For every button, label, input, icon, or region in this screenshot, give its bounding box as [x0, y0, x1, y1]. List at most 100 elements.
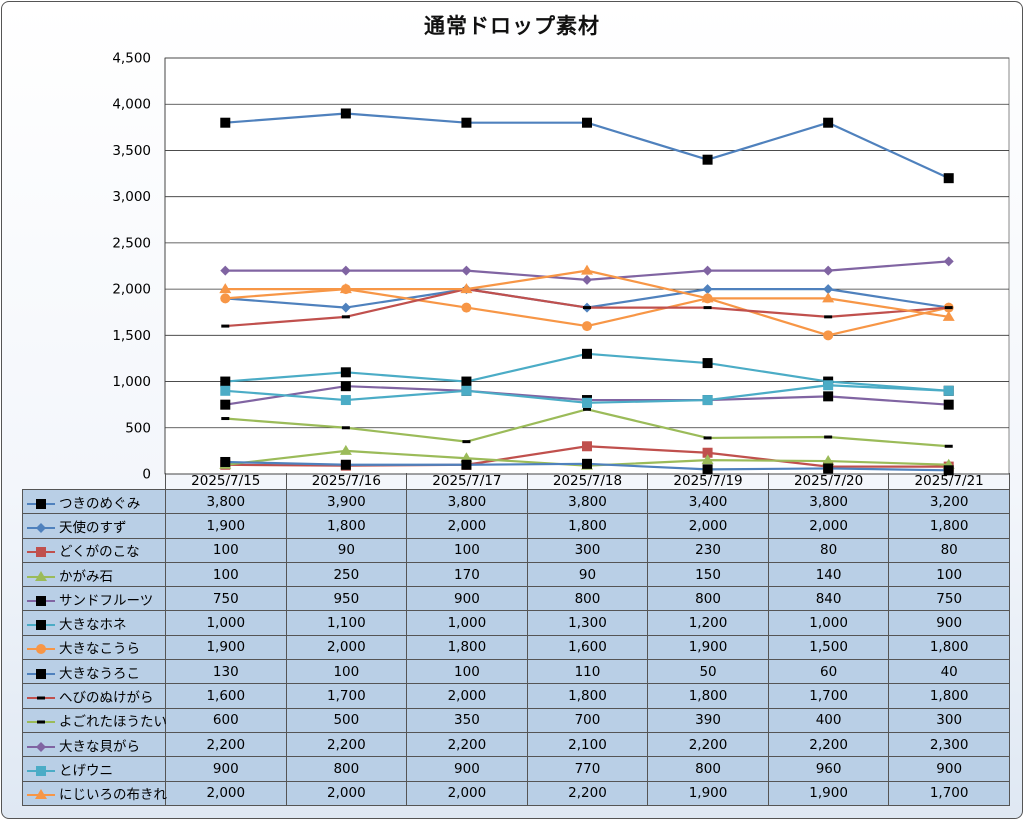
- legend-key: [27, 570, 55, 581]
- legend-entry: 大きな貝がら: [22, 731, 166, 758]
- table-row: サンドフルーツ 750 950 900 800 800 840 750: [22, 586, 1010, 612]
- point-marker: [581, 264, 593, 275]
- point-marker: [36, 644, 46, 655]
- data-label: 800: [285, 756, 408, 782]
- data-table: 2025/7/15 2025/7/16 2025/7/17 2025/7/18 2025…: [22, 473, 1010, 806]
- point-marker: [339, 283, 352, 294]
- table-row: 大きな貝がら 2,200 2,200 2,200 2,100 2,200 2,200 2,30…: [22, 731, 1010, 758]
- point-marker: [703, 436, 712, 440]
- y-tick-label: 4,000: [112, 97, 151, 113]
- data-label: 100: [406, 659, 528, 685]
- data-label: 1,700: [767, 683, 890, 709]
- legend-entry: かがみ石: [22, 561, 166, 588]
- series-1: [220, 108, 954, 184]
- data-label: 2,000: [406, 513, 528, 539]
- point-marker: [824, 315, 833, 319]
- point-marker: [944, 444, 953, 448]
- point-marker: [35, 789, 47, 800]
- point-marker: [943, 399, 954, 410]
- point-marker: [35, 570, 47, 581]
- legend-entry: にじいろの布きれ: [22, 780, 167, 806]
- data-label: 100: [165, 561, 287, 588]
- legend-key: [27, 765, 55, 776]
- data-label: 2,200: [406, 731, 528, 758]
- series-name: かがみ石: [59, 568, 113, 585]
- point-marker: [703, 306, 712, 310]
- table-corner: [23, 473, 166, 490]
- point-marker: [944, 306, 953, 310]
- chart-title: 通常ドロップ素材: [424, 14, 600, 38]
- y-tick-label: 500: [125, 420, 151, 436]
- point-marker: [822, 455, 835, 466]
- point-marker: [823, 330, 834, 341]
- table-row: かがみ石 100 250 170 90 150 140 100: [22, 561, 1010, 588]
- point-marker: [702, 395, 713, 406]
- point-marker: [461, 117, 472, 128]
- point-marker: [461, 459, 472, 470]
- series-name: よごれたほうたい: [59, 714, 167, 731]
- data-label: 2,200: [767, 731, 890, 758]
- point-marker: [582, 117, 592, 128]
- series-name: 大きなこうら: [59, 641, 140, 658]
- y-tick-label: 0: [142, 467, 151, 483]
- table-row: へびのぬけがら 1,600 1,700 2,000 1,800 1,800 1,700 1,8…: [22, 683, 1010, 709]
- point-marker: [461, 385, 472, 396]
- data-label: 2,200: [526, 780, 649, 806]
- data-label: 1,000: [767, 610, 890, 636]
- data-label: 3,800: [165, 488, 287, 515]
- data-label: 390: [647, 707, 769, 733]
- point-marker: [702, 284, 713, 295]
- series-12: [220, 380, 954, 408]
- data-label: 900: [406, 586, 528, 612]
- point-marker: [341, 426, 350, 430]
- series-name: 大きなうろこ: [59, 665, 140, 682]
- series-name: にじいろの布きれ: [59, 787, 167, 804]
- data-label: 170: [406, 561, 528, 588]
- table-header-row: 2025/7/15 2025/7/16 2025/7/17 2025/7/18 2025…: [23, 473, 1010, 490]
- data-label: 1,800: [888, 683, 1010, 709]
- data-label: 2,000: [647, 513, 769, 539]
- series-10: [221, 407, 953, 448]
- data-label: 300: [888, 707, 1010, 733]
- data-label: 100: [406, 537, 528, 563]
- data-label: 90: [526, 561, 649, 588]
- data-label: 1,800: [888, 634, 1010, 661]
- point-marker: [943, 465, 954, 476]
- legend-entry: 大きなうろこ: [22, 659, 166, 685]
- point-marker: [36, 498, 46, 509]
- point-marker: [701, 292, 714, 303]
- data-label: 1,900: [647, 780, 769, 806]
- data-label: 2,200: [165, 731, 287, 758]
- point-marker: [220, 265, 231, 276]
- data-label: 600: [165, 707, 287, 733]
- data-label: 1,800: [285, 513, 408, 539]
- point-marker: [702, 154, 713, 165]
- series-name: とげウニ: [59, 762, 113, 779]
- series-8: [220, 456, 954, 476]
- data-label: 1,800: [406, 634, 528, 661]
- y-tick-label: 3,000: [112, 189, 151, 205]
- data-label: 1,200: [647, 610, 769, 636]
- point-marker: [220, 385, 231, 396]
- legend-entry: とげウニ: [22, 756, 166, 782]
- point-marker: [460, 283, 473, 294]
- point-marker: [461, 265, 472, 276]
- series-13: [219, 264, 955, 321]
- data-label: 1,800: [526, 513, 649, 539]
- point-marker: [823, 284, 834, 295]
- data-label: 350: [406, 707, 528, 733]
- data-label: 2,000: [767, 513, 890, 539]
- point-marker: [37, 720, 45, 724]
- data-label: 40: [888, 659, 1010, 685]
- data-label: 770: [526, 756, 649, 782]
- point-marker: [220, 399, 231, 410]
- point-marker: [221, 417, 230, 421]
- y-tick-label: 3,500: [112, 143, 151, 159]
- legend-key: [27, 696, 55, 700]
- point-marker: [943, 256, 954, 267]
- legend-key: [27, 595, 55, 606]
- data-label: 900: [406, 756, 528, 782]
- data-label: 90: [285, 537, 408, 563]
- x-tick-label: 2025/7/21: [888, 473, 1010, 490]
- point-marker: [36, 522, 46, 533]
